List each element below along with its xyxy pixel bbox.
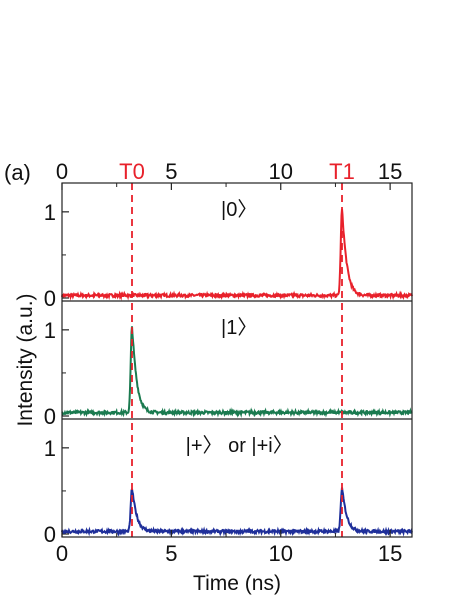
time-markers: T0 T1 <box>119 159 355 537</box>
panel-state-label: |+〉 or |+i〉 <box>186 435 293 457</box>
top-x-tick-label: 5 <box>165 159 177 184</box>
series-line <box>61 326 413 418</box>
panel-2: 0 1 |1〉 <box>44 300 413 429</box>
top-x-tick-label: 10 <box>269 159 293 184</box>
x-tick-label: 10 <box>269 541 293 566</box>
marker-label-t1: T1 <box>329 159 355 184</box>
plot-frame <box>61 182 413 538</box>
y-tick-label: 1 <box>44 436 56 461</box>
series-line <box>61 208 413 301</box>
panel-3: 0 1 |+〉 or |+i〉 <box>44 418 413 547</box>
panel-state-label: |1〉 <box>221 317 257 339</box>
y-tick-label: 0 <box>44 404 56 429</box>
top-x-tick-label: 0 <box>56 159 68 184</box>
y-axis-title: Intensity (a.u.) <box>14 293 37 426</box>
x-tick-label: 5 <box>165 541 177 566</box>
y-tick-label: 1 <box>44 318 56 343</box>
marker-label-t0: T0 <box>119 159 145 184</box>
x-axes: 0 0 5 5 10 10 15 15 <box>56 159 402 566</box>
x-axis-title: Time (ns) <box>193 572 281 595</box>
y-tick-label: 1 <box>44 200 56 225</box>
top-x-tick-label: 15 <box>378 159 402 184</box>
panel-state-label: |0〉 <box>221 199 257 221</box>
series-line <box>61 487 413 537</box>
panel-1: 0 1 |0〉 <box>44 199 413 311</box>
x-tick-label: 15 <box>378 541 402 566</box>
panel-label: (a) <box>4 160 31 185</box>
y-tick-label: 0 <box>44 286 56 311</box>
panels-group: 0 1 |0〉 0 1 |1〉 0 1 |+〉 or |+i〉 <box>44 199 413 547</box>
y-tick-label: 0 <box>44 522 56 547</box>
x-tick-label: 0 <box>56 541 68 566</box>
